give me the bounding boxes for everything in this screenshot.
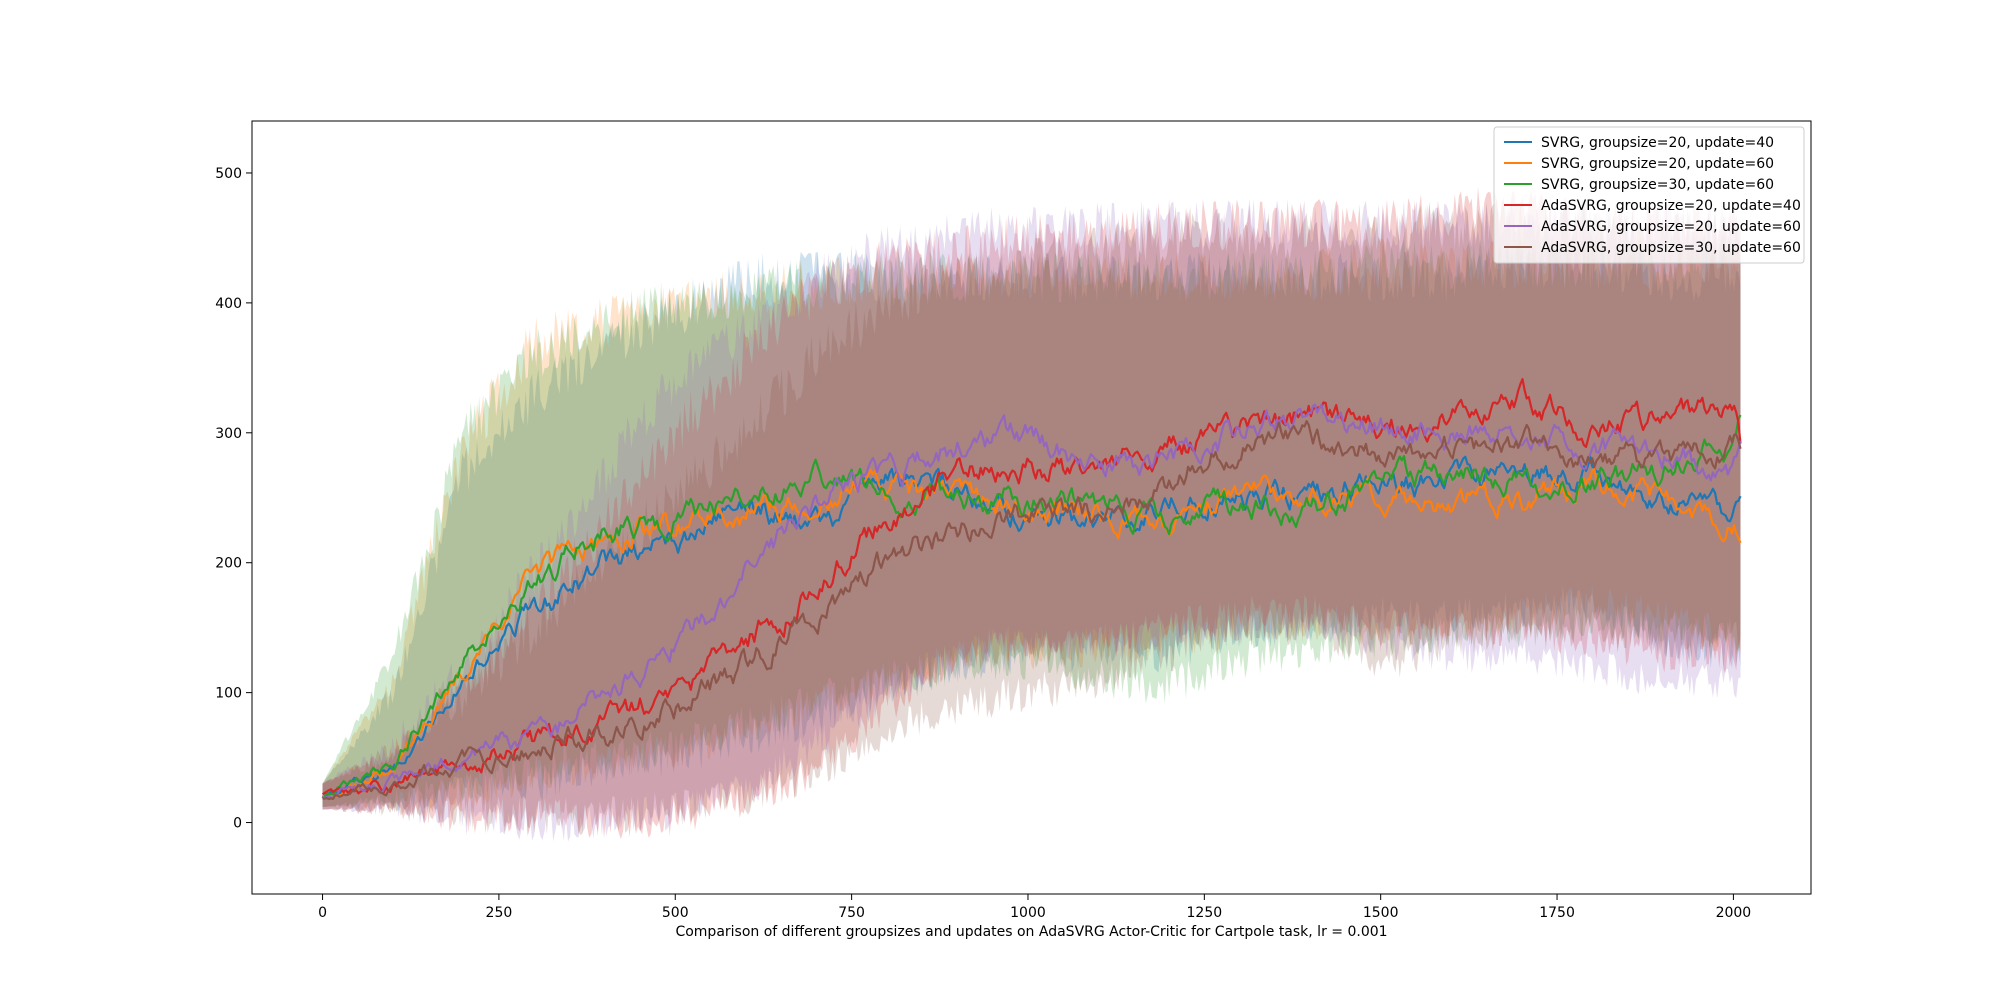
legend-label: AdaSVRG, groupsize=20, update=60: [1541, 219, 1801, 235]
x-tick-label: 1750: [1539, 905, 1575, 921]
x-tick-label: 500: [662, 905, 689, 921]
line-series-6: [322, 420, 1742, 801]
y-tick-label: 400: [215, 296, 242, 312]
x-tick-label: 250: [486, 905, 513, 921]
legend-label: SVRG, groupsize=20, update=40: [1541, 135, 1774, 151]
y-tick-label: 200: [215, 556, 242, 572]
line-series-5: [321, 403, 1742, 800]
line-series-4: [321, 378, 1742, 796]
legend-label: AdaSVRG, groupsize=20, update=40: [1541, 198, 1801, 214]
y-axis-ticks: 0 100 200 300 400 500: [215, 166, 252, 832]
x-axis-label: Comparison of different groupsizes and u…: [675, 924, 1387, 940]
line-series-2: [321, 468, 1742, 800]
line-series-3: [322, 414, 1742, 799]
legend: SVRG, groupsize=20, update=40 SVRG, group…: [1493, 126, 1805, 264]
y-tick-label: 300: [215, 426, 242, 442]
x-tick-label: 0: [318, 905, 327, 921]
x-tick-label: 2000: [1716, 905, 1752, 921]
x-tick-label: 1250: [1187, 905, 1223, 921]
plot-frame: [251, 120, 1812, 895]
x-tick-label: 1500: [1363, 905, 1399, 921]
y-tick-label: 500: [215, 166, 242, 182]
x-tick-label: 1000: [1010, 905, 1046, 921]
y-tick-label: 100: [215, 686, 242, 702]
x-axis-ticks: 0 250 500 750 1000 1250 1500 1750 2000: [318, 894, 1751, 921]
y-tick-label: 0: [233, 816, 242, 832]
legend-label: SVRG, groupsize=20, update=60: [1541, 156, 1774, 172]
x-tick-label: 750: [838, 905, 865, 921]
series-lines: [321, 378, 1742, 801]
band-series-1: [322, 239, 1741, 813]
legend-label: AdaSVRG, groupsize=30, update=60: [1541, 240, 1801, 256]
band-series-2: [322, 238, 1741, 813]
legend-label: SVRG, groupsize=30, update=60: [1541, 177, 1774, 193]
legend-box: [1493, 126, 1805, 264]
